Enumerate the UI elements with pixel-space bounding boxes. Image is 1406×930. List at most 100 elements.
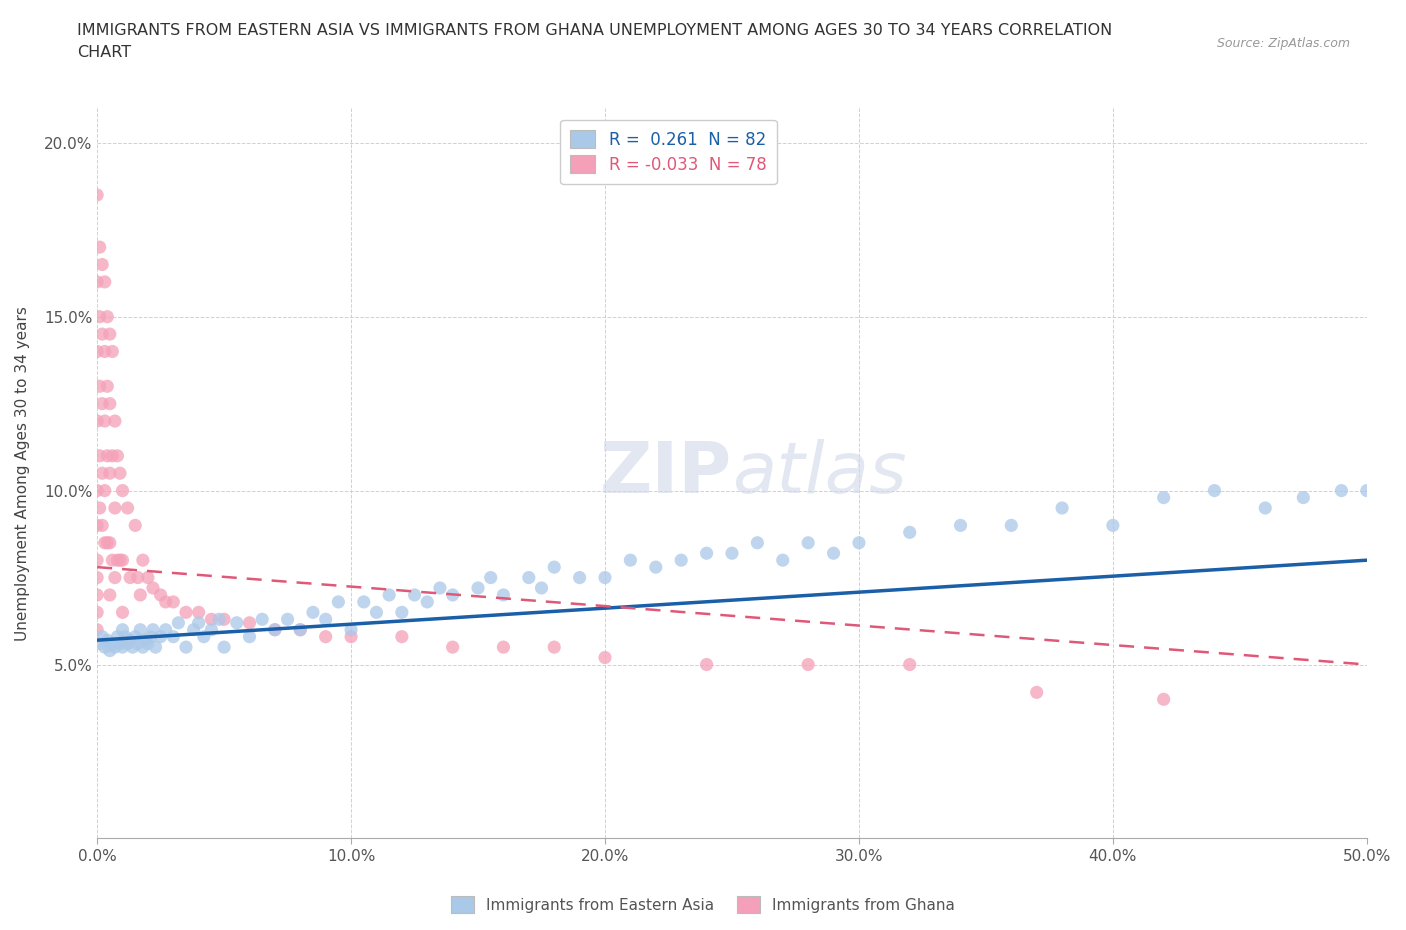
Point — [93, 484, 115, 498]
Point — [96, 632, 118, 647]
Point — [86, 588, 108, 603]
Point — [117, 500, 139, 515]
Point — [187, 616, 209, 631]
Point — [93, 344, 115, 359]
Point — [747, 536, 769, 551]
Point — [98, 466, 121, 481]
Point — [429, 580, 451, 595]
Point — [142, 580, 165, 595]
Point — [93, 274, 115, 289]
Point — [543, 560, 565, 575]
Point — [136, 570, 159, 585]
Point — [121, 640, 143, 655]
Point — [91, 326, 114, 341]
Text: ZIP: ZIP — [600, 439, 733, 508]
Point — [898, 658, 921, 672]
Point — [91, 630, 114, 644]
Point — [208, 612, 231, 627]
Point — [340, 630, 363, 644]
Point — [797, 536, 820, 551]
Point — [120, 570, 142, 585]
Point — [86, 518, 108, 533]
Text: atlas: atlas — [733, 439, 907, 508]
Point — [772, 552, 794, 567]
Point — [1050, 500, 1073, 515]
Point — [145, 640, 167, 655]
Point — [107, 552, 129, 567]
Point — [315, 612, 337, 627]
Point — [315, 630, 337, 644]
Point — [117, 636, 139, 651]
Point — [366, 604, 388, 619]
Point — [114, 630, 136, 644]
Point — [200, 612, 222, 627]
Point — [132, 640, 155, 655]
Point — [98, 644, 121, 658]
Point — [378, 588, 401, 603]
Point — [91, 518, 114, 533]
Point — [104, 640, 127, 655]
Point — [619, 552, 641, 567]
Point — [96, 310, 118, 325]
Point — [107, 448, 129, 463]
Point — [101, 344, 124, 359]
Point — [1153, 692, 1175, 707]
Point — [696, 658, 718, 672]
Point — [139, 630, 162, 644]
Point — [593, 570, 616, 585]
Point — [111, 622, 134, 637]
Point — [193, 630, 215, 644]
Point — [149, 630, 172, 644]
Point — [89, 310, 111, 325]
Point — [302, 604, 325, 619]
Point — [696, 546, 718, 561]
Point — [91, 257, 114, 272]
Point — [162, 630, 184, 644]
Text: Source: ZipAtlas.com: Source: ZipAtlas.com — [1216, 37, 1350, 50]
Point — [212, 640, 235, 655]
Point — [96, 536, 118, 551]
Point — [669, 552, 692, 567]
Point — [86, 604, 108, 619]
Point — [108, 466, 131, 481]
Legend: R =  0.261  N = 82, R = -0.033  N = 78: R = 0.261 N = 82, R = -0.033 N = 78 — [561, 120, 776, 184]
Point — [353, 594, 375, 609]
Point — [238, 630, 260, 644]
Point — [89, 636, 111, 651]
Point — [340, 622, 363, 637]
Point — [91, 396, 114, 411]
Point — [89, 240, 111, 255]
Point — [492, 588, 515, 603]
Point — [174, 604, 197, 619]
Point — [1153, 490, 1175, 505]
Point — [949, 518, 972, 533]
Point — [111, 484, 134, 498]
Point — [108, 552, 131, 567]
Point — [441, 640, 464, 655]
Point — [104, 500, 127, 515]
Point — [441, 588, 464, 603]
Point — [250, 612, 273, 627]
Point — [823, 546, 845, 561]
Point — [86, 552, 108, 567]
Point — [155, 594, 177, 609]
Point — [225, 616, 247, 631]
Point — [104, 570, 127, 585]
Point — [86, 414, 108, 429]
Point — [212, 612, 235, 627]
Point — [391, 630, 413, 644]
Point — [86, 570, 108, 585]
Point — [174, 640, 197, 655]
Point — [238, 616, 260, 631]
Point — [848, 536, 870, 551]
Point — [86, 344, 108, 359]
Point — [108, 636, 131, 651]
Point — [111, 604, 134, 619]
Text: IMMIGRANTS FROM EASTERN ASIA VS IMMIGRANTS FROM GHANA UNEMPLOYMENT AMONG AGES 30: IMMIGRANTS FROM EASTERN ASIA VS IMMIGRAN… — [77, 23, 1112, 60]
Point — [120, 632, 142, 647]
Point — [98, 588, 121, 603]
Point — [91, 466, 114, 481]
Point — [467, 580, 489, 595]
Point — [568, 570, 591, 585]
Point — [93, 414, 115, 429]
